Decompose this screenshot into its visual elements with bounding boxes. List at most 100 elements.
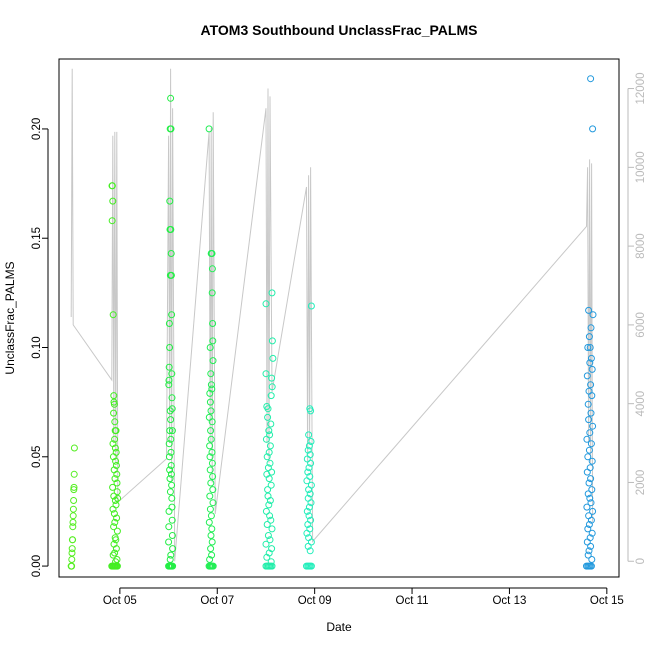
- data-point: [209, 562, 217, 570]
- data-point: [109, 551, 117, 559]
- data-point: [307, 438, 315, 445]
- data-point: [306, 547, 314, 555]
- data-point: [585, 547, 593, 555]
- data-point: [165, 320, 173, 327]
- data-point: [583, 538, 591, 546]
- data-point: [112, 536, 120, 544]
- data-point: [585, 521, 593, 528]
- data-point: [267, 558, 275, 566]
- data-point: [264, 486, 272, 494]
- data-point: [265, 475, 273, 483]
- data-point: [208, 459, 216, 467]
- data-point: [207, 545, 215, 553]
- data-point: [113, 470, 121, 478]
- data-point: [584, 344, 592, 351]
- x-tick-label: Oct 15: [590, 595, 624, 607]
- data-point: [110, 409, 118, 417]
- data-point: [166, 427, 174, 435]
- data-point: [583, 503, 591, 511]
- data-point: [166, 466, 174, 474]
- data-point: [586, 359, 594, 367]
- data-point: [168, 370, 176, 378]
- y-tick-label: 0.00: [31, 555, 43, 577]
- data-point: [114, 494, 122, 502]
- data-point: [69, 518, 77, 526]
- data-point: [304, 446, 312, 454]
- data-point: [208, 551, 216, 559]
- data-point: [166, 475, 174, 483]
- data-point: [108, 182, 116, 190]
- data-point: [585, 416, 593, 424]
- data-point: [69, 536, 77, 544]
- data-point: [168, 394, 176, 402]
- data-point: [168, 532, 176, 539]
- data-point: [584, 525, 592, 533]
- data-point: [166, 488, 174, 496]
- data-point: [167, 226, 175, 233]
- y2-tick-label: 2000: [635, 470, 647, 496]
- data-point: [69, 512, 77, 520]
- data-point: [207, 370, 215, 378]
- data-point: [585, 306, 593, 314]
- data-point: [587, 516, 595, 524]
- data-point: [587, 324, 595, 332]
- data-point: [208, 265, 216, 273]
- data-point: [109, 483, 117, 491]
- data-point: [112, 501, 120, 509]
- data-point: [303, 529, 311, 537]
- data-point: [68, 549, 76, 557]
- data-point: [167, 448, 175, 456]
- y-tick-label: 0.10: [31, 336, 43, 358]
- data-point: [112, 558, 120, 566]
- data-point: [307, 407, 315, 415]
- data-point: [208, 538, 216, 546]
- data-point: [167, 250, 175, 257]
- data-point: [109, 453, 117, 461]
- data-point: [113, 479, 121, 487]
- data-point: [585, 479, 593, 487]
- data-point: [111, 475, 119, 483]
- data-point: [109, 505, 117, 513]
- data-point: [113, 562, 121, 570]
- data-point: [208, 250, 216, 257]
- data-point: [305, 486, 313, 494]
- data-point: [587, 562, 595, 570]
- data-point: [587, 354, 595, 362]
- data-point: [165, 453, 173, 461]
- data-point: [584, 490, 592, 498]
- data-point: [303, 507, 311, 515]
- data-point: [265, 501, 273, 509]
- data-point: [167, 551, 175, 559]
- data-point: [268, 289, 276, 297]
- data-point: [305, 512, 313, 520]
- data-point: [587, 475, 595, 483]
- data-point: [307, 562, 315, 570]
- data-point: [207, 427, 215, 435]
- data-point: [263, 453, 271, 461]
- data-point: [166, 556, 174, 563]
- data-point: [206, 505, 214, 513]
- data-point: [587, 409, 595, 417]
- data-point: [70, 486, 78, 494]
- data-point: [588, 457, 596, 465]
- data-point: [583, 435, 591, 443]
- data-point: [304, 542, 312, 550]
- data-point: [587, 381, 595, 389]
- data-point: [265, 427, 273, 435]
- plot-frame: [58, 58, 620, 578]
- data-point: [587, 542, 595, 550]
- data-point: [110, 523, 118, 531]
- data-point: [167, 271, 175, 279]
- data-point: [206, 389, 214, 397]
- data-point: [112, 545, 120, 553]
- data-point: [306, 490, 314, 498]
- data-point: [168, 405, 176, 413]
- data-point: [167, 125, 175, 133]
- data-point: [167, 462, 175, 469]
- data-point: [169, 545, 177, 553]
- data-point: [586, 429, 594, 437]
- data-point: [113, 514, 121, 522]
- data-point: [206, 398, 214, 406]
- data-point: [305, 431, 313, 439]
- data-point: [69, 505, 77, 513]
